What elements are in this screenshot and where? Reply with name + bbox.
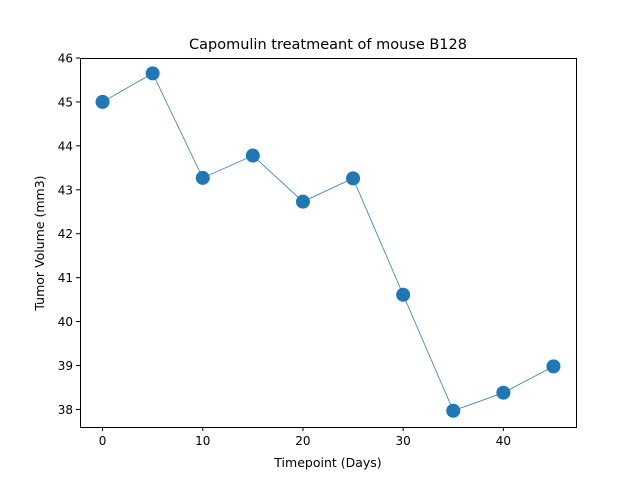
data-point [446, 403, 461, 418]
y-axis: 38 39 40 41 42 43 44 45 46 [58, 52, 80, 417]
y-tick-label: 39 [58, 359, 73, 373]
y-tick-label: 44 [58, 139, 73, 153]
data-point [346, 171, 361, 186]
x-axis: 0 10 20 30 40 [99, 427, 511, 448]
y-tick-label: 46 [58, 52, 73, 66]
y-tick-label: 38 [58, 403, 73, 417]
x-tick-label: 30 [396, 434, 411, 448]
data-point [396, 287, 411, 302]
data-point [145, 66, 160, 81]
data-point [195, 170, 210, 185]
y-axis-label: Tumor Volume (mm3) [32, 175, 47, 311]
data-point [546, 359, 561, 374]
y-tick-label: 42 [58, 227, 73, 241]
chart-title: Capomulin treatmeant of mouse B128 [189, 37, 467, 53]
plot-frame [80, 58, 577, 428]
y-tick-label: 40 [58, 315, 73, 329]
x-tick-label: 0 [99, 434, 107, 448]
data-point [496, 385, 511, 400]
x-tick-label: 20 [295, 434, 310, 448]
x-tick-label: 40 [496, 434, 511, 448]
data-point [295, 194, 310, 209]
x-tick-label: 10 [195, 434, 210, 448]
data-point [95, 94, 110, 109]
plot-area [95, 66, 561, 418]
series-line [102, 72, 554, 412]
y-tick-label: 45 [58, 95, 73, 109]
y-tick-label: 43 [58, 183, 73, 197]
x-axis-label: Timepoint (Days) [273, 455, 381, 470]
data-point [245, 148, 260, 163]
y-tick-label: 41 [58, 271, 73, 285]
